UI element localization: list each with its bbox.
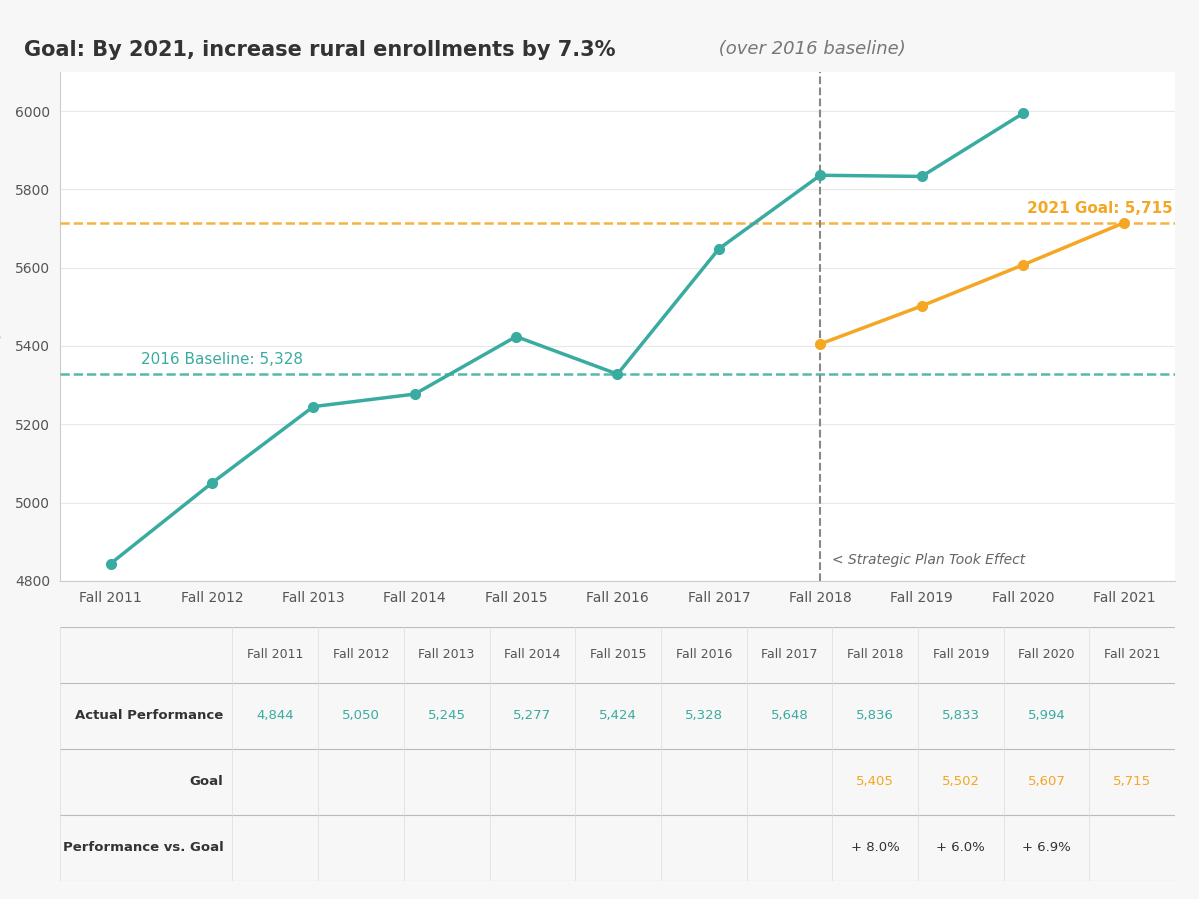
Text: 5,836: 5,836 <box>856 709 894 722</box>
Text: Fall 2016: Fall 2016 <box>675 648 731 661</box>
Text: 5,328: 5,328 <box>685 709 723 722</box>
Text: Fall 2021: Fall 2021 <box>1104 648 1161 661</box>
Text: + 8.0%: + 8.0% <box>851 841 899 854</box>
Text: 5,607: 5,607 <box>1028 775 1066 788</box>
Text: 5,502: 5,502 <box>941 775 980 788</box>
Text: 5,833: 5,833 <box>941 709 980 722</box>
Text: Fall 2015: Fall 2015 <box>590 648 646 661</box>
Text: < Strategic Plan Took Effect: < Strategic Plan Took Effect <box>832 553 1025 567</box>
Text: Actual Performance: Actual Performance <box>76 709 223 722</box>
Y-axis label: Rural
Enrollments: Rural Enrollments <box>0 310 1 343</box>
Text: 5,405: 5,405 <box>856 775 894 788</box>
Text: 5,994: 5,994 <box>1028 709 1066 722</box>
Text: 5,245: 5,245 <box>428 709 465 722</box>
Text: 5,715: 5,715 <box>1113 775 1151 788</box>
Text: Fall 2018: Fall 2018 <box>846 648 903 661</box>
Text: 5,050: 5,050 <box>342 709 380 722</box>
Text: 5,424: 5,424 <box>600 709 637 722</box>
Text: Fall 2020: Fall 2020 <box>1018 648 1074 661</box>
Text: 4,844: 4,844 <box>257 709 294 722</box>
Text: Goal: Goal <box>189 775 223 788</box>
Text: 5,648: 5,648 <box>771 709 808 722</box>
Text: Performance vs. Goal: Performance vs. Goal <box>62 841 223 854</box>
Text: Fall 2017: Fall 2017 <box>761 648 818 661</box>
Text: Fall 2014: Fall 2014 <box>504 648 561 661</box>
Text: + 6.9%: + 6.9% <box>1022 841 1071 854</box>
Text: Goal: By 2021, increase rural enrollments by 7.3%: Goal: By 2021, increase rural enrollment… <box>24 40 615 60</box>
Text: 2016 Baseline: 5,328: 2016 Baseline: 5,328 <box>141 352 303 367</box>
Text: Fall 2013: Fall 2013 <box>418 648 475 661</box>
Text: 2021 Goal: 5,715: 2021 Goal: 5,715 <box>1028 200 1173 216</box>
Text: 5,277: 5,277 <box>513 709 552 722</box>
Text: (over 2016 baseline): (over 2016 baseline) <box>713 40 906 58</box>
Text: Fall 2019: Fall 2019 <box>933 648 989 661</box>
Text: Fall 2012: Fall 2012 <box>333 648 390 661</box>
Text: + 6.0%: + 6.0% <box>936 841 986 854</box>
Text: Fall 2011: Fall 2011 <box>247 648 303 661</box>
